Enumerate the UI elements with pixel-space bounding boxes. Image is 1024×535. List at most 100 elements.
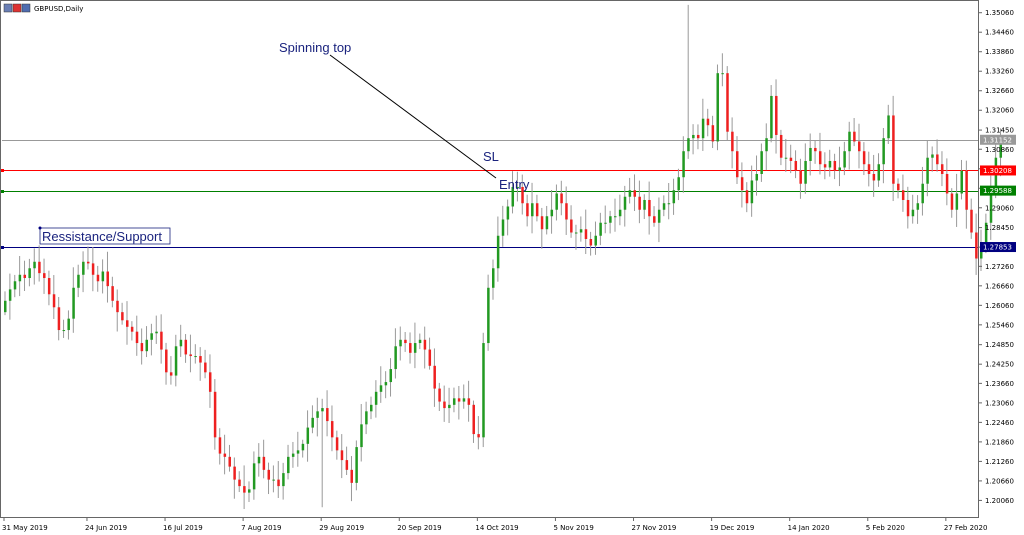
y-tick-label: 1.23060	[985, 399, 1014, 407]
candle-body	[921, 183, 924, 204]
sl-price-tag	[980, 165, 1016, 176]
candle-body	[365, 411, 368, 425]
candle-body	[111, 286, 114, 301]
candle-body	[657, 209, 661, 223]
candle-body	[940, 164, 944, 174]
candle-body	[96, 274, 100, 282]
x-tick-label: 27 Nov 2019	[632, 524, 677, 532]
candle-body	[433, 365, 436, 389]
candle-body	[906, 199, 910, 217]
entry-line-handle	[1, 190, 4, 193]
x-tick-label: 14 Jan 2020	[788, 524, 830, 532]
candle-body	[13, 281, 17, 290]
candle-body	[545, 216, 549, 230]
candle-body	[126, 320, 129, 327]
candle-body	[989, 193, 993, 223]
candle-body	[770, 95, 773, 139]
candle-body	[755, 173, 759, 181]
candle-body	[418, 339, 422, 344]
x-tick-label: 31 May 2019	[2, 524, 48, 532]
candle-body	[282, 473, 285, 487]
candle-body	[721, 73, 724, 75]
x-tick-label: 19 Dec 2019	[710, 524, 755, 532]
candle-body	[238, 479, 241, 487]
y-tick-label: 1.21260	[985, 458, 1014, 466]
candle-body	[775, 95, 778, 135]
y-tick-label: 1.27260	[985, 263, 1014, 271]
candle-body	[799, 170, 802, 184]
candle-body	[487, 287, 490, 344]
candle-body	[467, 398, 471, 405]
current-price-tag	[980, 134, 1016, 145]
candle-body	[218, 437, 222, 454]
y-axis: 1.35060 1.34460 1.33860 1.33260 1.32660 1.320…	[978, 9, 1014, 505]
candle-body	[521, 186, 524, 204]
candle-body	[965, 170, 968, 210]
x-tick-label: 16 Jul 2019	[163, 524, 203, 532]
candle-body	[594, 235, 597, 246]
candle-body	[62, 330, 66, 332]
candle-body	[579, 229, 583, 233]
price-lines	[1, 140, 978, 249]
support-price-tag	[980, 242, 1016, 253]
x-tick-label: 24 Jun 2019	[85, 524, 127, 532]
y-tick-label: 1.20660	[985, 477, 1014, 485]
candle-body	[374, 391, 378, 405]
y-tick-label: 1.21860	[985, 438, 1014, 446]
symbol-title: GBPUSD,Daily	[34, 5, 83, 13]
candle-body	[692, 134, 695, 139]
candle-body	[643, 199, 646, 210]
flag-icon	[12, 3, 22, 13]
spinning-top-pointer	[329, 54, 497, 179]
candle-body	[194, 356, 197, 358]
spinning-top-label: Spinning top	[279, 40, 351, 55]
candle-body	[701, 118, 705, 139]
candle-body	[882, 138, 885, 165]
candle-body	[77, 274, 80, 288]
candle-body	[443, 401, 446, 409]
candle-body	[262, 456, 266, 470]
candle-body	[843, 151, 846, 168]
x-tick-label: 20 Sep 2019	[397, 524, 441, 532]
candle-body	[43, 273, 46, 279]
candle-body	[570, 219, 573, 233]
candle-body	[897, 183, 900, 191]
candle-body	[228, 456, 231, 467]
candle-body	[462, 398, 466, 402]
candle-body	[833, 160, 837, 171]
entry-price-tag	[980, 185, 1016, 196]
candle-body	[682, 151, 685, 178]
x-tick-label: 14 Oct 2019	[475, 524, 518, 532]
candle-body	[130, 326, 134, 332]
candle-body	[345, 460, 349, 470]
candle-body	[72, 287, 75, 319]
candle-body	[135, 331, 139, 344]
candle-body	[555, 193, 558, 210]
candle-body	[394, 346, 397, 370]
y-tick-label: 1.28450	[985, 224, 1014, 232]
candle-body	[155, 331, 158, 334]
candle-body	[999, 138, 1003, 158]
candle-body	[804, 160, 807, 184]
candle-body	[370, 404, 373, 412]
candle-body	[452, 398, 456, 405]
candle-body	[916, 203, 920, 210]
candle-body	[82, 261, 85, 275]
candle-body	[350, 469, 353, 483]
candle-body	[911, 209, 915, 217]
candle-body	[438, 388, 441, 402]
candle-body	[926, 157, 929, 184]
y-tick-label: 1.23660	[985, 380, 1014, 388]
x-axis: 31 May 2019 24 Jun 2019 16 Jul 2019 7 Aug 2…	[2, 517, 987, 532]
candle-body	[960, 170, 963, 194]
y-tick-label: 1.35060	[985, 9, 1014, 17]
candle-body	[18, 274, 22, 282]
candle-body	[28, 268, 31, 279]
candle-body	[789, 157, 793, 161]
candle-body	[736, 151, 739, 178]
candle-body	[818, 151, 822, 165]
candle-body	[838, 167, 841, 171]
y-tick-label: 1.20060	[985, 497, 1014, 505]
